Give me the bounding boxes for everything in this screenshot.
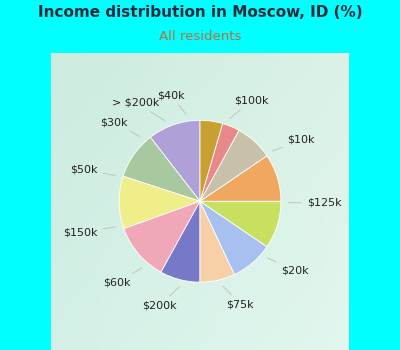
Wedge shape	[200, 130, 267, 201]
Text: $50k: $50k	[70, 165, 115, 176]
Wedge shape	[200, 201, 234, 282]
Text: $125k: $125k	[288, 198, 342, 208]
Wedge shape	[123, 137, 200, 201]
Text: Income distribution in Moscow, ID (%): Income distribution in Moscow, ID (%)	[38, 5, 362, 20]
Text: $150k: $150k	[64, 227, 115, 238]
Wedge shape	[200, 201, 281, 247]
Wedge shape	[124, 201, 200, 272]
Wedge shape	[200, 201, 267, 274]
Wedge shape	[161, 201, 200, 282]
Wedge shape	[119, 176, 200, 229]
Wedge shape	[200, 124, 239, 201]
Text: $75k: $75k	[223, 286, 254, 310]
Wedge shape	[200, 156, 281, 201]
Wedge shape	[200, 120, 222, 201]
Text: $60k: $60k	[103, 268, 142, 287]
Text: $10k: $10k	[273, 135, 315, 151]
Text: All residents: All residents	[159, 30, 241, 43]
Text: $40k: $40k	[157, 91, 186, 114]
Text: $20k: $20k	[268, 258, 309, 275]
Wedge shape	[150, 120, 200, 201]
Text: $200k: $200k	[142, 287, 179, 310]
Text: $100k: $100k	[230, 95, 269, 118]
Text: $30k: $30k	[101, 117, 140, 136]
Text: > $200k: > $200k	[112, 98, 165, 121]
